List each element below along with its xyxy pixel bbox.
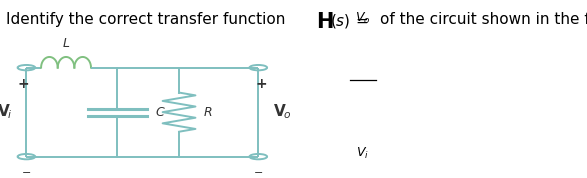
Text: R: R [204, 106, 212, 119]
Text: $V_o$: $V_o$ [355, 11, 370, 26]
Text: C: C [156, 106, 164, 119]
Text: $\mathbf{V_{\!\it{o}}}$: $\mathbf{V_{\!\it{o}}}$ [273, 103, 291, 122]
Text: −: − [22, 168, 31, 178]
Text: +: + [18, 77, 29, 91]
Text: $\mathbf{H}$: $\mathbf{H}$ [316, 12, 333, 32]
Text: $(s)\,{=}$: $(s)\,{=}$ [330, 12, 369, 30]
Text: Identify the correct transfer function: Identify the correct transfer function [6, 12, 285, 27]
Text: −: − [254, 168, 263, 178]
Text: +: + [255, 77, 267, 91]
Text: L: L [63, 37, 69, 50]
Text: of the circuit shown in the figure.: of the circuit shown in the figure. [380, 12, 587, 27]
Text: $V_i$: $V_i$ [356, 146, 369, 161]
Text: $\mathbf{V_{\!\it{i}}}$: $\mathbf{V_{\!\it{i}}}$ [0, 103, 12, 122]
